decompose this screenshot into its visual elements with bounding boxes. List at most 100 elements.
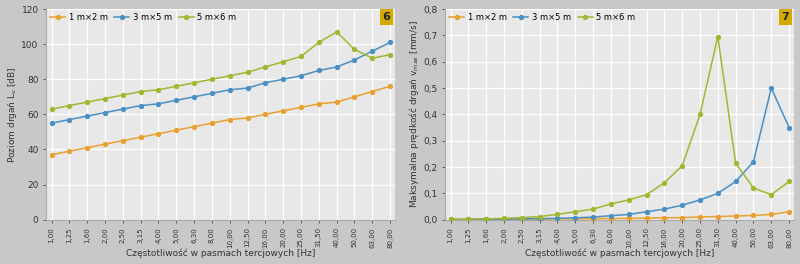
1 m×2 m (570, 217, 580, 220)
1 m×2 m (118, 139, 128, 142)
5 m×6 m (446, 218, 455, 221)
1 m×2 m (386, 85, 395, 88)
1 m×2 m (678, 216, 687, 219)
3 m×5 m (65, 118, 74, 121)
1 m×2 m (659, 216, 669, 219)
5 m×6 m (570, 210, 580, 213)
3 m×5 m (784, 126, 794, 129)
Text: 6: 6 (382, 12, 390, 22)
3 m×5 m (570, 216, 580, 219)
3 m×5 m (225, 88, 234, 91)
5 m×6 m (606, 202, 616, 205)
3 m×5 m (100, 111, 110, 114)
Line: 5 m×6 m: 5 m×6 m (50, 30, 392, 111)
3 m×5 m (296, 74, 306, 77)
3 m×5 m (261, 81, 270, 84)
3 m×5 m (695, 198, 705, 201)
5 m×6 m (766, 193, 776, 196)
1 m×2 m (332, 101, 342, 104)
Y-axis label: Maksymalna prędkość drgań v$_{max}$ [mm/s]: Maksymalna prędkość drgań v$_{max}$ [mm/… (406, 20, 421, 209)
3 m×5 m (713, 192, 722, 195)
5 m×6 m (535, 215, 545, 218)
3 m×5 m (659, 208, 669, 211)
Text: 7: 7 (782, 12, 790, 22)
3 m×5 m (446, 218, 455, 221)
3 m×5 m (136, 104, 146, 107)
5 m×6 m (517, 216, 526, 219)
5 m×6 m (314, 41, 324, 44)
5 m×6 m (171, 85, 181, 88)
5 m×6 m (136, 90, 146, 93)
3 m×5 m (731, 180, 741, 183)
3 m×5 m (482, 218, 491, 221)
3 m×5 m (350, 58, 359, 62)
5 m×6 m (207, 78, 217, 81)
3 m×5 m (463, 218, 473, 221)
3 m×5 m (749, 160, 758, 163)
1 m×2 m (535, 218, 545, 221)
1 m×2 m (136, 136, 146, 139)
5 m×6 m (386, 53, 395, 56)
5 m×6 m (659, 181, 669, 184)
1 m×2 m (588, 217, 598, 220)
1 m×2 m (171, 129, 181, 132)
3 m×5 m (367, 50, 377, 53)
1 m×2 m (207, 121, 217, 125)
1 m×2 m (100, 143, 110, 146)
5 m×6 m (278, 60, 288, 63)
1 m×2 m (261, 113, 270, 116)
1 m×2 m (749, 214, 758, 217)
3 m×5 m (535, 217, 545, 220)
5 m×6 m (82, 101, 92, 104)
5 m×6 m (100, 97, 110, 100)
5 m×6 m (588, 208, 598, 211)
5 m×6 m (154, 88, 163, 91)
1 m×2 m (624, 217, 634, 220)
1 m×2 m (46, 153, 56, 156)
3 m×5 m (118, 107, 128, 111)
3 m×5 m (242, 86, 252, 89)
Legend: 1 m×2 m, 3 m×5 m, 5 m×6 m: 1 m×2 m, 3 m×5 m, 5 m×6 m (49, 12, 238, 24)
1 m×2 m (225, 118, 234, 121)
1 m×2 m (517, 218, 526, 221)
1 m×2 m (190, 125, 199, 128)
3 m×5 m (678, 204, 687, 207)
1 m×2 m (65, 150, 74, 153)
5 m×6 m (225, 74, 234, 77)
3 m×5 m (766, 86, 776, 89)
1 m×2 m (731, 214, 741, 218)
3 m×5 m (588, 215, 598, 219)
3 m×5 m (499, 218, 509, 221)
1 m×2 m (82, 146, 92, 149)
5 m×6 m (482, 217, 491, 220)
3 m×5 m (386, 41, 395, 44)
1 m×2 m (154, 132, 163, 135)
X-axis label: Częstotliwość w pasmach tercjowych [Hz]: Częstotliwość w pasmach tercjowych [Hz] (525, 249, 714, 258)
1 m×2 m (463, 218, 473, 221)
Line: 1 m×2 m: 1 m×2 m (50, 84, 392, 157)
5 m×6 m (624, 198, 634, 201)
5 m×6 m (350, 48, 359, 51)
3 m×5 m (314, 69, 324, 72)
5 m×6 m (553, 213, 562, 216)
1 m×2 m (695, 215, 705, 219)
X-axis label: Częstotliwość w pasmach tercjowych [Hz]: Częstotliwość w pasmach tercjowych [Hz] (126, 249, 315, 258)
3 m×5 m (207, 92, 217, 95)
5 m×6 m (678, 164, 687, 167)
5 m×6 m (731, 162, 741, 165)
1 m×2 m (713, 215, 722, 218)
1 m×2 m (482, 218, 491, 221)
5 m×6 m (261, 65, 270, 69)
3 m×5 m (517, 217, 526, 220)
5 m×6 m (749, 186, 758, 190)
Line: 3 m×5 m: 3 m×5 m (449, 86, 791, 221)
1 m×2 m (314, 102, 324, 105)
Line: 3 m×5 m: 3 m×5 m (50, 40, 392, 125)
3 m×5 m (171, 99, 181, 102)
5 m×6 m (784, 180, 794, 183)
3 m×5 m (642, 210, 651, 213)
1 m×2 m (350, 95, 359, 98)
3 m×5 m (82, 115, 92, 118)
5 m×6 m (367, 56, 377, 60)
5 m×6 m (695, 113, 705, 116)
